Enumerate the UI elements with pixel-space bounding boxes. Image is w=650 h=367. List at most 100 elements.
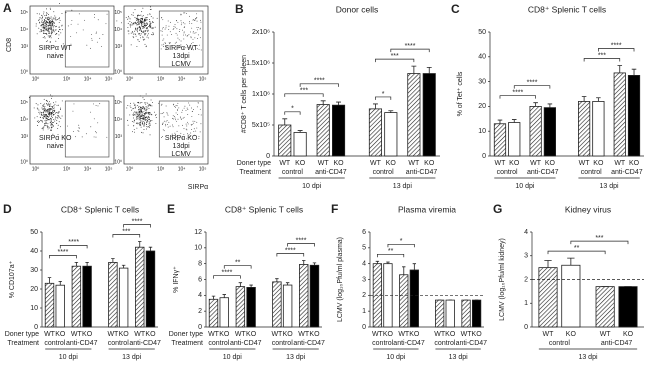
dot	[53, 125, 54, 127]
dot	[49, 25, 51, 27]
dot	[149, 27, 151, 29]
dot	[145, 45, 147, 47]
dot	[137, 19, 139, 21]
treatment-label: control	[549, 340, 570, 347]
y-tick-label: 12	[194, 229, 202, 236]
dot	[48, 31, 50, 33]
dot	[47, 119, 49, 121]
dot	[130, 102, 131, 104]
y-tick-label: 10⁵	[20, 10, 28, 16]
dot	[55, 116, 57, 118]
dot	[44, 107, 45, 109]
dot	[70, 43, 72, 45]
dot	[142, 117, 144, 119]
error-bar	[617, 65, 623, 73]
dot	[52, 114, 54, 116]
panel-label: D	[3, 202, 12, 216]
dot	[93, 136, 95, 138]
dot	[46, 117, 48, 119]
error-bar	[320, 100, 326, 105]
dot	[148, 113, 150, 115]
bar	[332, 104, 346, 157]
dot	[136, 17, 138, 19]
dot	[46, 23, 47, 25]
dot	[146, 122, 148, 123]
dot	[36, 13, 38, 15]
dot	[139, 33, 141, 34]
dot	[44, 123, 46, 125]
dot	[140, 111, 142, 112]
dot	[58, 34, 60, 36]
y-tick-label: 2	[524, 276, 528, 283]
significance-bracket	[299, 83, 339, 87]
dot	[194, 45, 195, 47]
significance-label: *	[291, 106, 294, 113]
dot	[139, 113, 141, 115]
dot	[44, 22, 46, 24]
dot	[35, 103, 37, 105]
bar	[316, 104, 330, 157]
dot	[95, 130, 97, 132]
error-bar	[285, 282, 290, 286]
dot	[52, 122, 54, 124]
dot	[121, 22, 122, 24]
dot	[48, 116, 49, 118]
x-tick-label: WT	[298, 331, 310, 338]
x-tick-label: WT	[208, 331, 220, 338]
dot	[137, 16, 139, 18]
dot	[55, 40, 57, 42]
dot	[137, 15, 138, 17]
dpi-label: 13 dpi	[393, 183, 413, 190]
dot	[143, 26, 145, 28]
dot	[65, 12, 67, 14]
dot	[189, 104, 191, 106]
dot	[96, 31, 98, 33]
dot	[95, 132, 97, 134]
error-bar	[372, 103, 378, 109]
dot	[48, 18, 50, 20]
dot	[43, 98, 45, 100]
dot	[62, 43, 64, 45]
dot	[131, 30, 133, 32]
dot	[194, 32, 196, 34]
dot	[155, 114, 156, 116]
dot	[127, 30, 129, 32]
y-tick-label: 1x10⁶	[252, 91, 270, 98]
x-tick-label: WT	[543, 331, 555, 338]
dot	[53, 114, 55, 115]
y-tick-label: 10³	[115, 134, 123, 140]
dot	[141, 106, 143, 108]
x-tick-label: KO	[283, 331, 294, 338]
significance-bracket	[223, 265, 252, 269]
dot	[51, 116, 53, 118]
dot	[146, 108, 148, 110]
dot	[54, 109, 56, 111]
dot	[172, 118, 174, 120]
dot	[144, 43, 146, 45]
dot	[135, 112, 137, 114]
error-bar	[297, 130, 303, 133]
dot	[51, 108, 53, 110]
dot	[177, 139, 179, 141]
dot	[46, 125, 48, 127]
plot-text: 13dpi	[173, 143, 191, 150]
dot	[191, 123, 193, 125]
dot	[57, 124, 59, 126]
dot	[47, 24, 49, 26]
dot	[165, 125, 167, 127]
treatment-label: anti-CD47	[611, 169, 643, 176]
significance-label: ****	[285, 247, 296, 254]
dot	[51, 30, 53, 32]
x-tick-label: WT	[370, 160, 382, 167]
dot	[164, 28, 166, 30]
dot	[94, 16, 96, 18]
y-axis-label: LCMV (log₁₀Pfu/ml plasma)	[337, 237, 344, 322]
y-axis-label: % CD107a⁺	[9, 260, 16, 298]
dot	[48, 27, 50, 29]
dot	[60, 126, 61, 128]
treatment-label: anti-CD47	[293, 340, 325, 347]
dot	[149, 122, 151, 124]
y-tick-label: 20	[478, 103, 486, 110]
dot	[141, 107, 142, 109]
dot	[145, 17, 147, 18]
